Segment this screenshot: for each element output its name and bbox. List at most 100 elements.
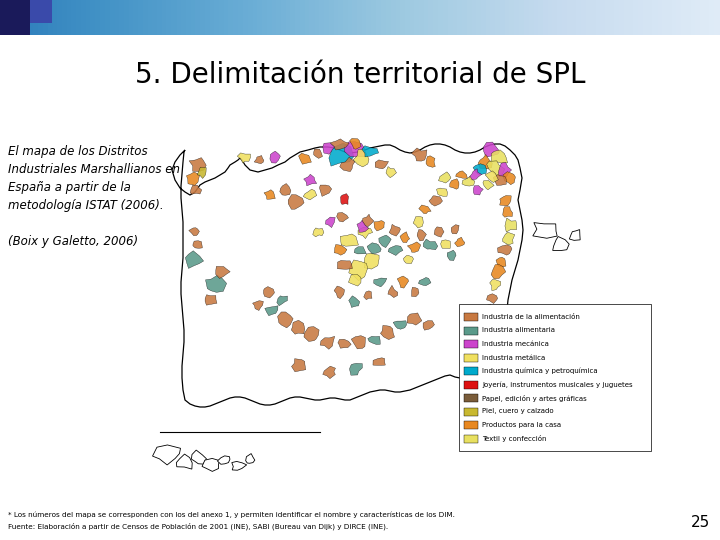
Polygon shape bbox=[483, 180, 494, 190]
Polygon shape bbox=[503, 207, 513, 217]
Polygon shape bbox=[276, 296, 287, 306]
Polygon shape bbox=[205, 295, 217, 305]
Polygon shape bbox=[303, 189, 317, 200]
Polygon shape bbox=[490, 280, 501, 291]
Text: Industria mecánica: Industria mecánica bbox=[482, 341, 549, 347]
Text: Industria química y petroquímica: Industria química y petroquímica bbox=[482, 368, 598, 374]
Polygon shape bbox=[454, 237, 465, 247]
Polygon shape bbox=[407, 313, 422, 325]
FancyBboxPatch shape bbox=[0, 0, 30, 35]
Polygon shape bbox=[379, 235, 391, 248]
Polygon shape bbox=[417, 230, 426, 241]
Polygon shape bbox=[232, 462, 247, 470]
Polygon shape bbox=[185, 251, 204, 268]
Polygon shape bbox=[304, 174, 317, 186]
Polygon shape bbox=[373, 358, 385, 366]
Polygon shape bbox=[389, 224, 400, 236]
Polygon shape bbox=[400, 232, 410, 242]
Polygon shape bbox=[487, 294, 498, 303]
Text: Industria de la alimentación: Industria de la alimentación bbox=[482, 314, 580, 320]
Polygon shape bbox=[353, 149, 369, 167]
Polygon shape bbox=[388, 285, 397, 298]
Polygon shape bbox=[403, 255, 413, 264]
Text: Textil y confección: Textil y confección bbox=[482, 435, 546, 442]
Polygon shape bbox=[329, 143, 354, 166]
Polygon shape bbox=[570, 230, 580, 240]
Polygon shape bbox=[292, 359, 306, 372]
Polygon shape bbox=[172, 144, 523, 407]
Polygon shape bbox=[426, 156, 436, 167]
Polygon shape bbox=[496, 257, 506, 267]
Polygon shape bbox=[193, 241, 202, 248]
Polygon shape bbox=[340, 157, 355, 172]
Polygon shape bbox=[447, 250, 456, 261]
Polygon shape bbox=[411, 148, 427, 161]
Polygon shape bbox=[553, 237, 570, 251]
Polygon shape bbox=[351, 336, 366, 349]
Polygon shape bbox=[473, 164, 487, 174]
Polygon shape bbox=[367, 243, 381, 254]
Polygon shape bbox=[413, 217, 423, 228]
Polygon shape bbox=[320, 336, 335, 349]
Polygon shape bbox=[473, 186, 483, 195]
Polygon shape bbox=[441, 240, 451, 248]
FancyBboxPatch shape bbox=[464, 340, 478, 348]
FancyBboxPatch shape bbox=[464, 327, 478, 334]
Polygon shape bbox=[393, 321, 407, 329]
Polygon shape bbox=[264, 190, 275, 199]
Polygon shape bbox=[436, 188, 447, 197]
Polygon shape bbox=[238, 153, 251, 163]
FancyBboxPatch shape bbox=[464, 435, 478, 442]
Polygon shape bbox=[503, 172, 516, 185]
Polygon shape bbox=[340, 234, 359, 246]
Polygon shape bbox=[438, 172, 451, 183]
Polygon shape bbox=[462, 177, 475, 186]
Polygon shape bbox=[450, 179, 459, 189]
Polygon shape bbox=[374, 220, 384, 231]
Polygon shape bbox=[419, 205, 431, 214]
Polygon shape bbox=[264, 287, 274, 298]
Text: Productos para la casa: Productos para la casa bbox=[482, 422, 561, 428]
Text: Industriales Marshallianos en: Industriales Marshallianos en bbox=[8, 163, 180, 176]
Text: 5. Delimitación territorial de SPL: 5. Delimitación territorial de SPL bbox=[135, 61, 585, 89]
Polygon shape bbox=[217, 456, 230, 464]
Polygon shape bbox=[334, 286, 345, 299]
Polygon shape bbox=[362, 214, 374, 227]
Polygon shape bbox=[375, 160, 389, 169]
Polygon shape bbox=[320, 185, 332, 197]
Polygon shape bbox=[253, 301, 264, 310]
Polygon shape bbox=[265, 306, 278, 316]
Polygon shape bbox=[358, 227, 373, 239]
Polygon shape bbox=[368, 336, 380, 345]
Polygon shape bbox=[292, 320, 305, 334]
Polygon shape bbox=[176, 454, 192, 469]
Polygon shape bbox=[362, 146, 379, 157]
Polygon shape bbox=[456, 171, 467, 178]
Polygon shape bbox=[334, 245, 347, 255]
Polygon shape bbox=[505, 218, 517, 232]
FancyBboxPatch shape bbox=[464, 421, 478, 429]
Polygon shape bbox=[202, 458, 220, 471]
Polygon shape bbox=[341, 194, 348, 205]
Polygon shape bbox=[190, 185, 202, 194]
Polygon shape bbox=[500, 195, 511, 206]
Text: Papel, edición y artes gráficas: Papel, edición y artes gráficas bbox=[482, 395, 587, 402]
Polygon shape bbox=[254, 156, 264, 164]
Polygon shape bbox=[408, 242, 420, 252]
FancyBboxPatch shape bbox=[464, 313, 478, 321]
Polygon shape bbox=[192, 450, 207, 464]
Polygon shape bbox=[270, 151, 280, 163]
Text: metodología ISTAT (2006).: metodología ISTAT (2006). bbox=[8, 199, 163, 212]
Text: El mapa de los Distritos: El mapa de los Distritos bbox=[8, 145, 148, 158]
Polygon shape bbox=[216, 266, 230, 279]
Polygon shape bbox=[186, 172, 199, 185]
Polygon shape bbox=[246, 454, 255, 463]
Polygon shape bbox=[503, 232, 515, 245]
Polygon shape bbox=[473, 316, 487, 327]
Polygon shape bbox=[278, 312, 293, 328]
Polygon shape bbox=[483, 142, 500, 157]
Polygon shape bbox=[325, 217, 336, 227]
Polygon shape bbox=[357, 220, 369, 232]
Polygon shape bbox=[498, 245, 512, 255]
Polygon shape bbox=[397, 276, 408, 288]
